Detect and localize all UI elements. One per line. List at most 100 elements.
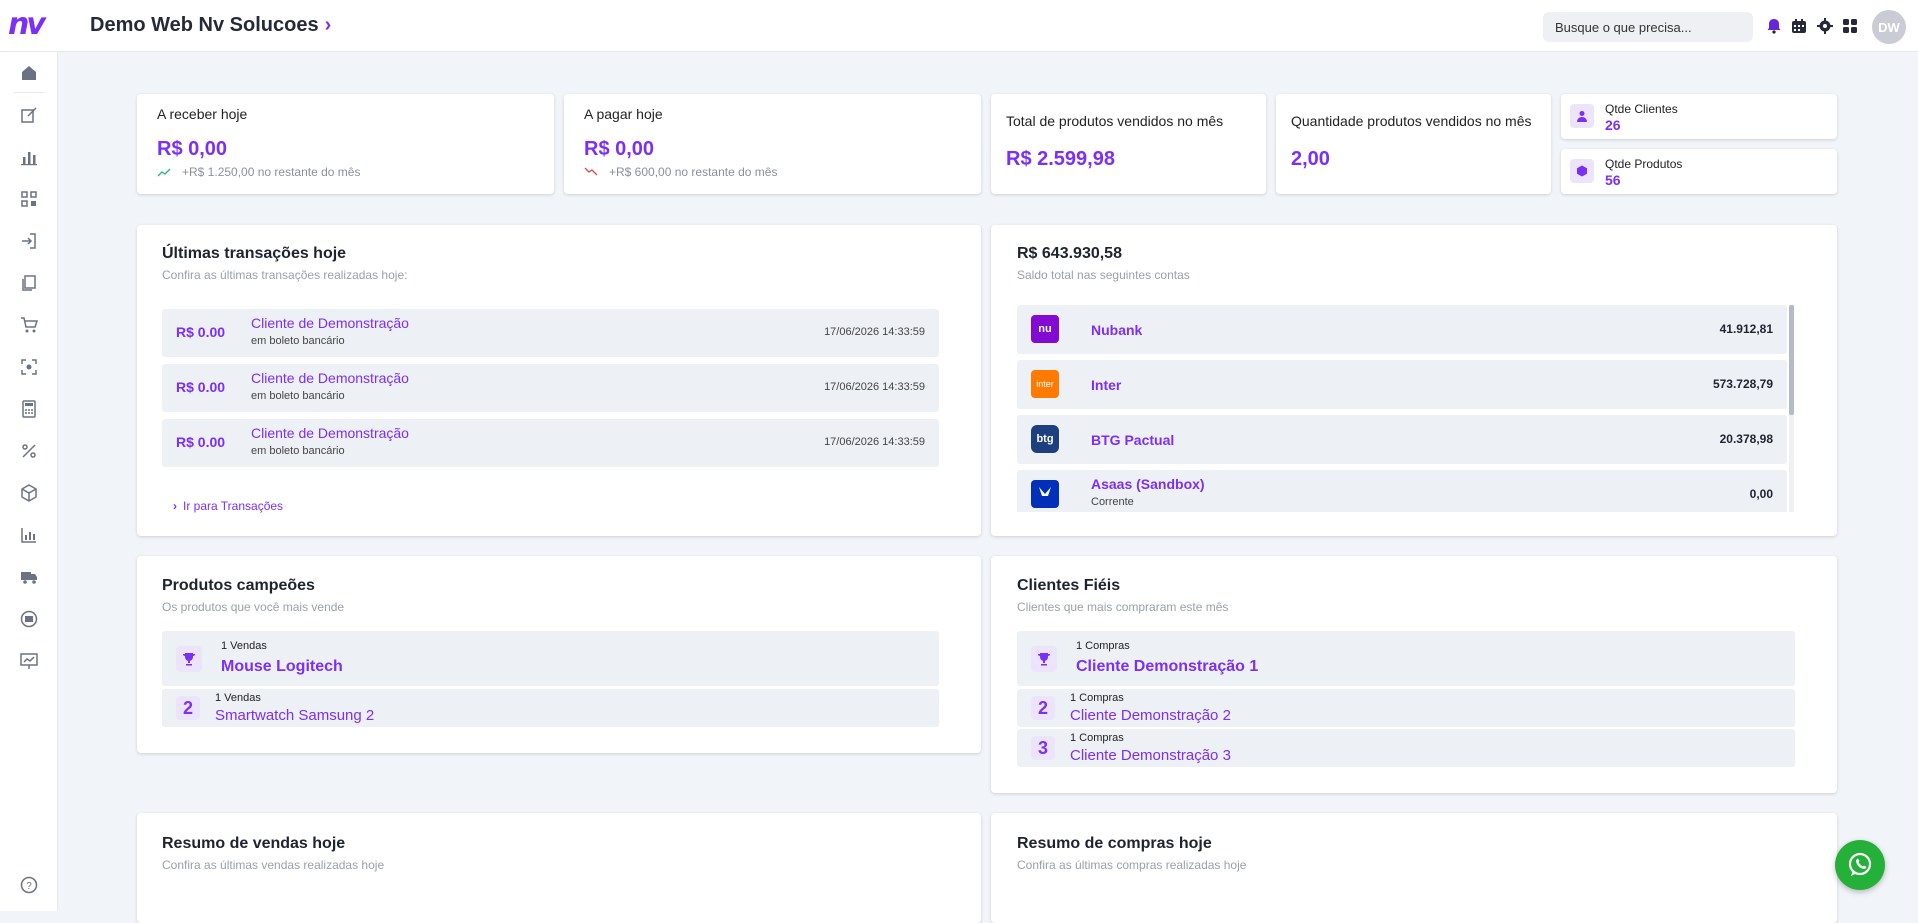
rank-number: 2 (1031, 696, 1055, 720)
qr-code-icon[interactable] (18, 188, 40, 210)
store-icon[interactable] (18, 608, 40, 630)
account-row-btg[interactable]: btg BTG Pactual 20.378,98 (1017, 415, 1787, 464)
accounts-scrollbar[interactable] (1789, 305, 1794, 512)
search-input[interactable]: Busque o que precisa... (1543, 12, 1753, 42)
qtde-produtos-card: Qtde Produtos 56 (1561, 149, 1837, 194)
transaction-row[interactable]: R$ 0.00 Cliente de Demonstração em bolet… (162, 419, 939, 467)
help-icon[interactable]: ? (18, 874, 40, 896)
list-item[interactable]: 2 1 Compras Cliente Demonstração 2 (1017, 689, 1795, 727)
trophy-icon (1031, 646, 1057, 672)
saldo-total: R$ 643.930,58 (1017, 245, 1122, 262)
presentation-chart-icon[interactable] (18, 650, 40, 672)
cart-icon[interactable] (18, 314, 40, 336)
rank-number: 3 (1031, 736, 1055, 760)
transaction-row[interactable]: R$ 0.00 Cliente de Demonstração em bolet… (162, 309, 939, 357)
receber-hoje-card: A receber hoje R$ 0,00 +R$ 1.250,00 no r… (137, 94, 554, 194)
percent-icon[interactable] (18, 440, 40, 462)
qtde-clientes-value: 26 (1605, 117, 1621, 133)
qtd-produtos-label: Quantidade produtos vendidos no mês (1291, 113, 1532, 129)
receber-label: A receber hoje (157, 106, 248, 122)
clientes-fieis-card: Clientes Fiéis Clientes que mais comprar… (991, 556, 1837, 793)
scrollbar-thumb[interactable] (1789, 305, 1794, 415)
list-item[interactable]: 2 1 Vendas Smartwatch Samsung 2 (162, 689, 939, 727)
account-name: Inter (1091, 377, 1122, 393)
transaction-client: Cliente de Demonstração (251, 370, 409, 386)
saldo-contas-card: R$ 643.930,58 Saldo total nas seguintes … (991, 225, 1837, 536)
ir-para-transacoes-label: Ir para Transações (183, 499, 284, 513)
list-item[interactable]: 1 Vendas Mouse Logitech (162, 631, 939, 686)
transaction-date: 17/06/2026 14:33:59 (824, 436, 925, 448)
transaction-amount: R$ 0.00 (176, 434, 226, 450)
purchase-count: 1 Compras (1076, 640, 1130, 652)
calendar-icon[interactable] (1790, 17, 1808, 35)
sales-count: 1 Vendas (215, 692, 261, 704)
inter-icon: inter (1031, 370, 1059, 398)
home-icon[interactable] (18, 62, 40, 84)
account-name: Asaas (Sandbox) (1091, 476, 1205, 492)
list-item[interactable]: 1 Compras Cliente Demonstração 1 (1017, 631, 1795, 686)
qtde-produtos-label: Qtde Produtos (1605, 157, 1683, 171)
user-avatar[interactable]: DW (1872, 10, 1906, 44)
pagar-value: R$ 0,00 (584, 138, 655, 160)
qtd-produtos-value: 2,00 (1291, 148, 1330, 170)
gear-icon[interactable] (1816, 17, 1834, 35)
nv-logo[interactable]: nv (8, 7, 46, 42)
box-icon (1570, 159, 1594, 183)
transaction-client: Cliente de Demonstração (251, 315, 409, 331)
client-name: Cliente Demonstração 3 (1070, 747, 1231, 764)
transaction-client: Cliente de Demonstração (251, 425, 409, 441)
transaction-amount: R$ 0.00 (176, 379, 226, 395)
company-name: Demo Web Nv Solucoes (90, 14, 319, 36)
produtos-campeoes-subtitle: Os produtos que você mais vende (162, 600, 345, 614)
total-produtos-value: R$ 2.599,98 (1006, 148, 1115, 170)
qtde-produtos-value: 56 (1605, 172, 1621, 188)
account-row-nubank[interactable]: nu Nubank 41.912,81 (1017, 305, 1787, 354)
accounts-list[interactable]: nu Nubank 41.912,81 inter Inter 573.728,… (1017, 305, 1795, 512)
box-icon[interactable] (18, 482, 40, 504)
transaction-date: 17/06/2026 14:33:59 (824, 326, 925, 338)
transaction-row[interactable]: R$ 0.00 Cliente de Demonstração em bolet… (162, 364, 939, 412)
trend-down-icon (584, 167, 598, 176)
resumo-compras-subtitle: Confira as últimas compras realizadas ho… (1017, 858, 1247, 872)
svg-text:?: ? (26, 881, 32, 892)
scan-icon[interactable] (18, 356, 40, 378)
apps-grid-icon[interactable] (1841, 17, 1859, 35)
trend-up-icon (157, 168, 171, 177)
account-name: BTG Pactual (1091, 432, 1175, 448)
pagar-label: A pagar hoje (584, 106, 663, 122)
bell-icon[interactable] (1765, 17, 1783, 35)
chart-icon[interactable] (18, 524, 40, 546)
resumo-compras-title: Resumo de compras hoje (1017, 835, 1212, 852)
bar-chart-icon[interactable] (18, 146, 40, 168)
account-type: Corrente (1091, 496, 1134, 508)
edit-icon[interactable] (18, 104, 40, 126)
top-bar: nv Demo Web Nv Solucoes › Busque o que p… (0, 0, 1918, 52)
transacoes-subtitle: Confira as últimas transações realizadas… (162, 268, 408, 282)
sidebar-divider (14, 92, 44, 93)
purchase-count: 1 Compras (1070, 692, 1124, 704)
ir-para-transacoes-link[interactable]: › Ir para Transações (173, 499, 283, 513)
clientes-fieis-title: Clientes Fiéis (1017, 577, 1121, 594)
whatsapp-icon (1848, 852, 1872, 876)
account-row-asaas[interactable]: Asaas (Sandbox) Corrente 0,00 (1017, 470, 1787, 512)
whatsapp-button[interactable] (1835, 840, 1885, 890)
resumo-vendas-title: Resumo de vendas hoje (162, 835, 346, 852)
transaction-method: em boleto bancário (251, 390, 345, 402)
pagar-sub: +R$ 600,00 no restante do mês (609, 165, 778, 179)
truck-icon[interactable] (18, 566, 40, 588)
receber-value: R$ 0,00 (157, 138, 228, 160)
produtos-campeoes-card: Produtos campeões Os produtos que você m… (137, 556, 981, 753)
documents-icon[interactable] (18, 272, 40, 294)
account-value: 573.728,79 (1712, 377, 1773, 391)
calculator-icon[interactable] (18, 398, 40, 420)
login-icon[interactable] (18, 230, 40, 252)
asaas-icon (1031, 480, 1059, 508)
receber-sub: +R$ 1.250,00 no restante do mês (182, 165, 361, 179)
resumo-vendas-subtitle: Confira as últimas vendas realizadas hoj… (162, 858, 385, 872)
company-selector[interactable]: Demo Web Nv Solucoes › (90, 14, 331, 37)
produtos-campeoes-title: Produtos campeões (162, 577, 315, 594)
btg-icon: btg (1031, 425, 1059, 453)
pagar-hoje-card: A pagar hoje R$ 0,00 +R$ 600,00 no resta… (564, 94, 981, 194)
list-item[interactable]: 3 1 Compras Cliente Demonstração 3 (1017, 729, 1795, 767)
account-row-inter[interactable]: inter Inter 573.728,79 (1017, 360, 1787, 409)
